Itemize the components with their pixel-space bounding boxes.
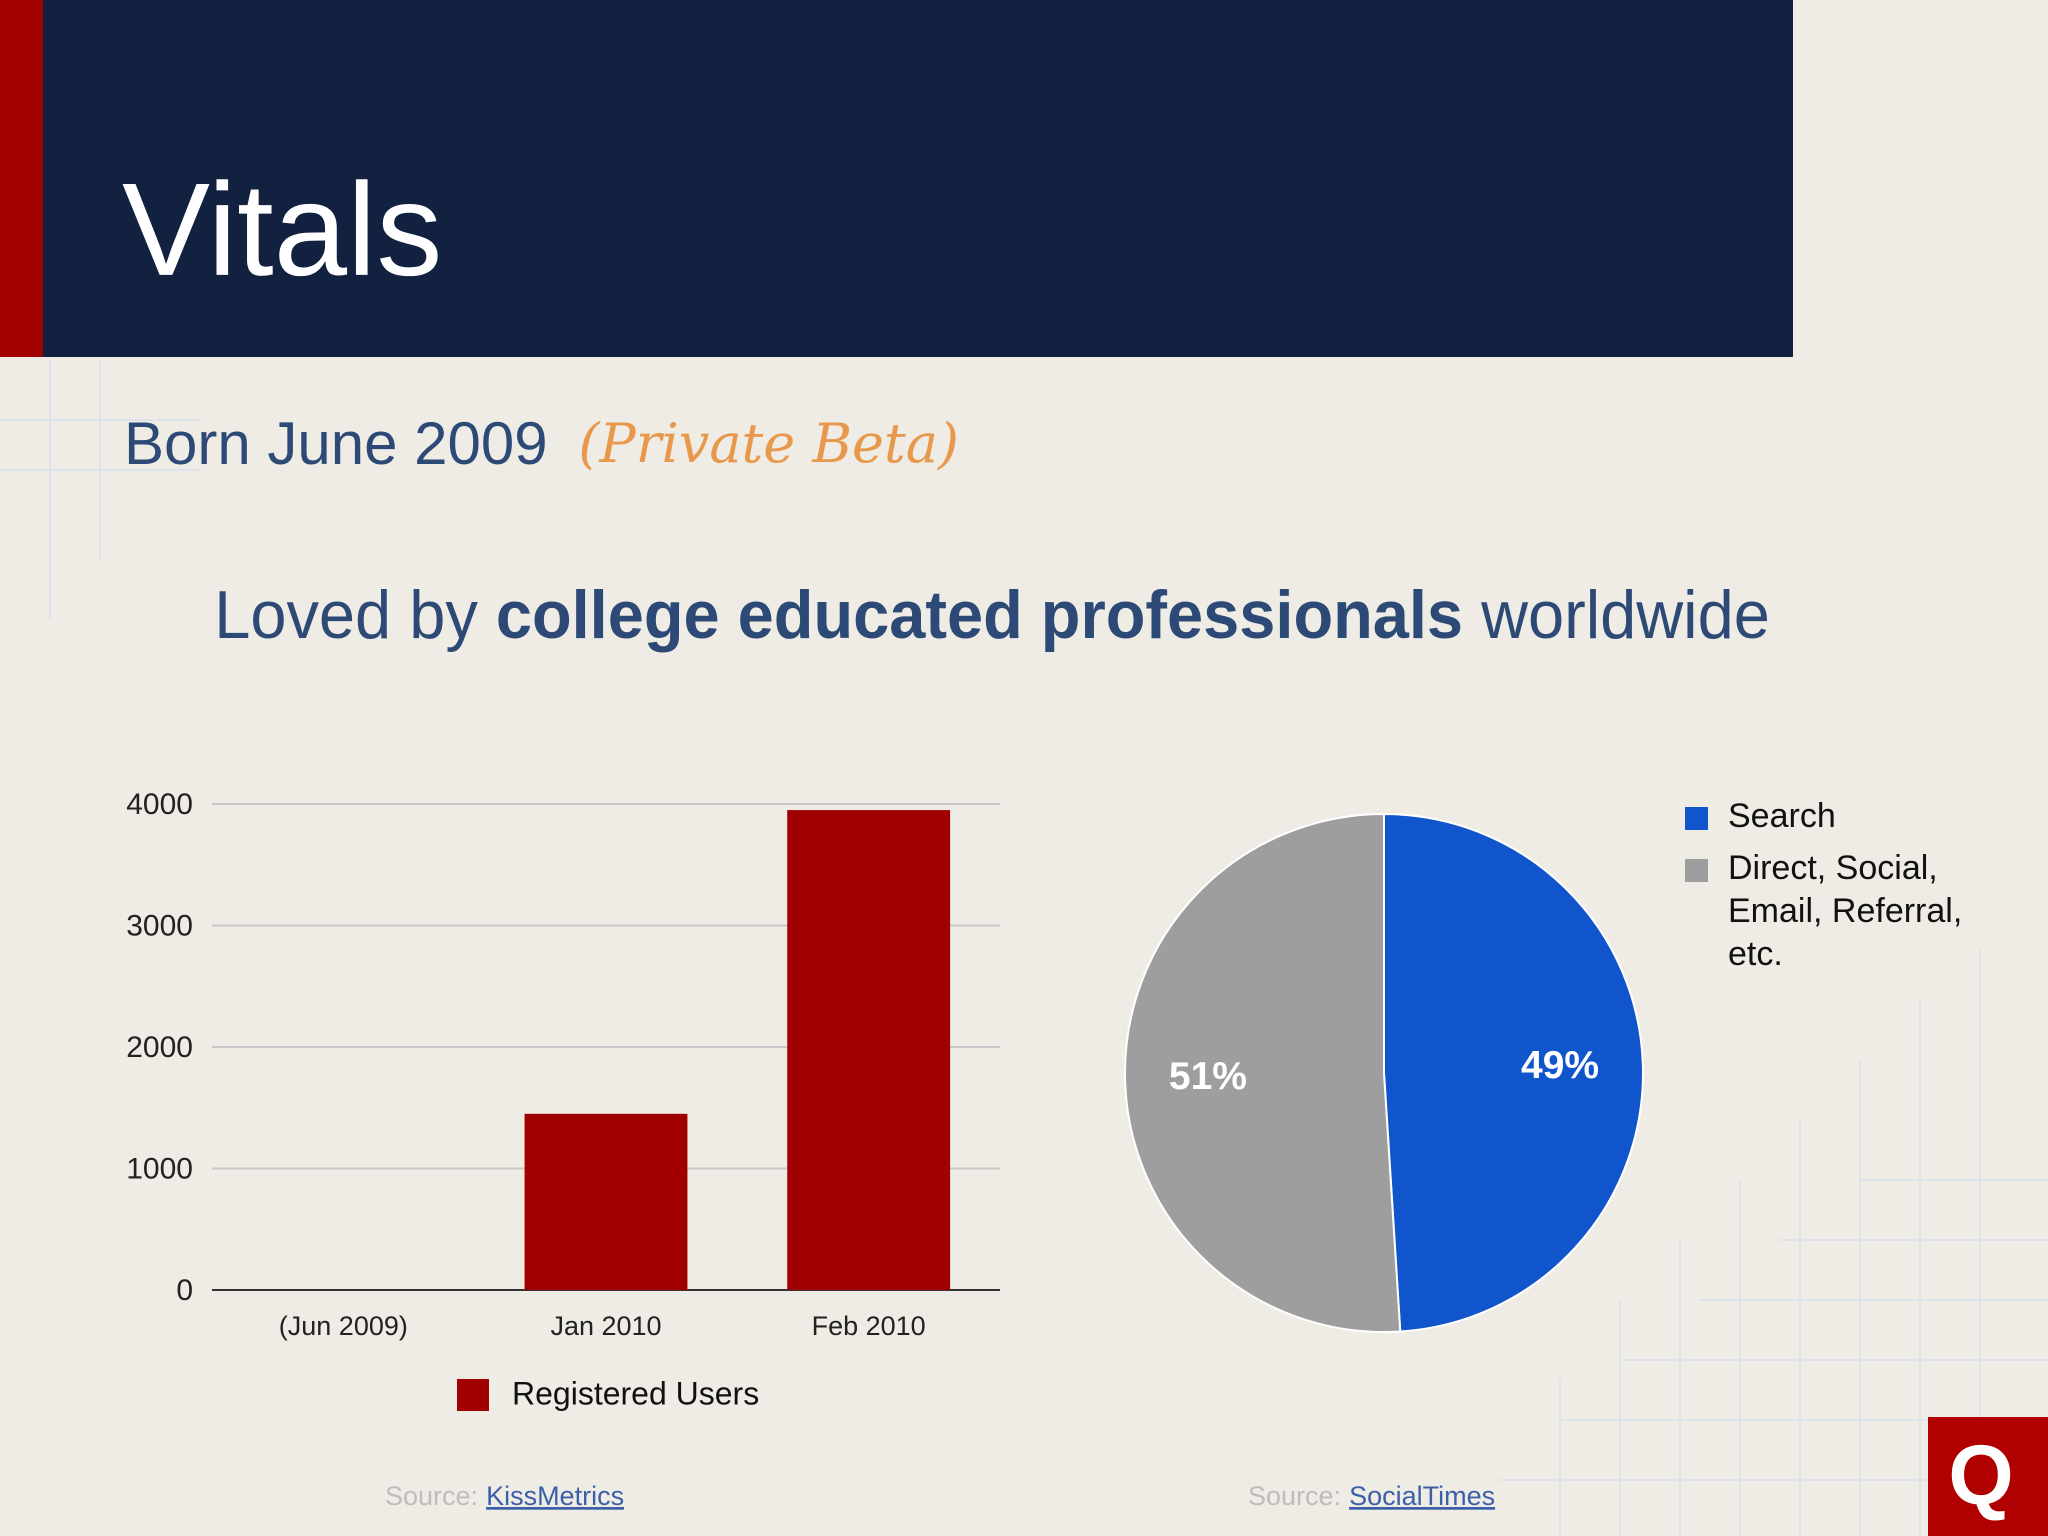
subtitle-note: (Private Beta): [578, 412, 959, 475]
slide-title: Vitals: [122, 156, 442, 303]
legend-label: Direct, Social, Email, Referral, etc.: [1728, 849, 1963, 973]
source: Source: KissMetrics: [385, 1481, 624, 1511]
y-tick-label: 2000: [126, 1031, 193, 1064]
bar: [787, 810, 951, 1290]
source-prefix: Source:: [385, 1481, 478, 1511]
x-tick-label: Feb 2010: [812, 1311, 926, 1341]
tagline-start: Loved by: [214, 577, 496, 653]
pie-slice: [1383, 812, 1644, 1333]
subtitle-main: Born June 2009: [124, 410, 548, 477]
pie-slice: [1124, 812, 1402, 1333]
y-tick-label: 1000: [126, 1152, 193, 1185]
bar: [524, 1113, 688, 1290]
source-prefix: Source:: [1248, 1481, 1341, 1511]
logo: Q: [1948, 1428, 2013, 1522]
tagline-end: worldwide: [1463, 577, 1770, 653]
legend-item: Direct, Social, Email, Referral, etc.: [1685, 847, 1985, 976]
source: Source: SocialTimes: [1248, 1481, 1495, 1511]
y-tick-label: 4000: [126, 788, 193, 821]
slice-label: 51%: [1169, 1055, 1247, 1098]
subtitle: Born June 2009 (Private Beta): [124, 410, 959, 477]
x-tick-label: (Jun 2009): [279, 1311, 408, 1341]
legend-swatch: [1685, 807, 1708, 830]
y-tick-label: 3000: [126, 909, 193, 942]
logo-box: [1928, 1417, 2048, 1536]
tagline: Loved by college educated professionals …: [124, 577, 1824, 653]
slice-label: 49%: [1521, 1044, 1599, 1087]
legend-label: Search: [1728, 797, 1836, 835]
source-link[interactable]: SocialTimes: [1349, 1481, 1495, 1511]
header-accent: [0, 0, 43, 357]
tagline-emphasis: college educated professionals: [496, 577, 1463, 653]
legend-swatch: [1685, 859, 1708, 882]
x-tick-label: Jan 2010: [550, 1311, 661, 1341]
legend: Search Direct, Social, Email, Referral, e…: [1685, 795, 1985, 985]
legend-label: Registered Users: [512, 1375, 759, 1411]
header-band: [0, 0, 1793, 357]
legend-swatch: [457, 1379, 489, 1411]
source-link[interactable]: KissMetrics: [486, 1481, 624, 1511]
y-tick-label: 0: [176, 1274, 193, 1307]
legend-item: Search: [1685, 795, 1985, 838]
